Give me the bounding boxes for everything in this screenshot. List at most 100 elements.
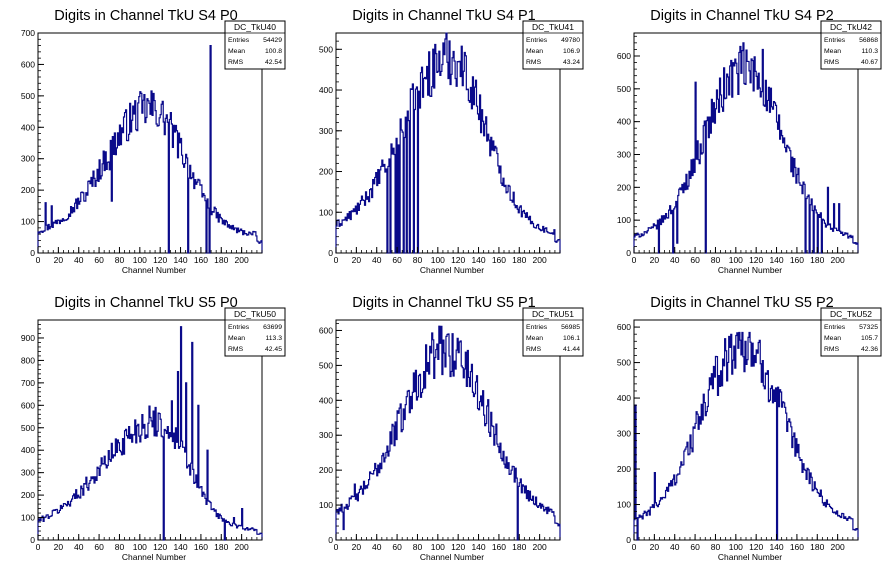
- y-tick-label: 200: [21, 185, 35, 195]
- histogram-panel-s5-p0: Digits in Channel TkU S5 P0 0 20 40 60 80 100 1…: [21, 295, 286, 562]
- stats-box: [522, 20, 584, 70]
- x-tick-label: 60: [392, 255, 402, 265]
- x-tick-label: 60: [690, 542, 700, 552]
- x-axis-label: Channel Number: [122, 552, 186, 562]
- stats-label: Entries: [228, 324, 250, 331]
- chart-title: Digits in Channel TkU S5 P1: [352, 295, 536, 311]
- x-tick-label: 120: [451, 542, 465, 552]
- stats-value: 56868: [859, 37, 878, 44]
- x-tick-label: 100: [133, 542, 147, 552]
- y-tick-label: 500: [617, 84, 631, 94]
- stats-name: DC_TkU52: [830, 309, 872, 319]
- stats-value: 106.9: [563, 48, 580, 55]
- y-tick-label: 300: [319, 430, 333, 440]
- histogram-series: [335, 325, 561, 541]
- stats-box: [224, 20, 286, 70]
- histogram-panel-s4-p2: Digits in Channel TkU S4 P2 0 20 40 60 80 100 1…: [617, 8, 882, 275]
- y-tick-label: 0: [328, 535, 333, 545]
- x-tick-label: 40: [74, 255, 84, 265]
- y-tick-label: 0: [626, 535, 631, 545]
- x-tick-label: 100: [431, 255, 445, 265]
- y-tick-label: 600: [319, 325, 333, 335]
- stats-label: RMS: [526, 346, 542, 353]
- chart-title: Digits in Channel TkU S4 P1: [352, 8, 536, 24]
- y-tick-label: 100: [319, 207, 333, 217]
- stats-label: Mean: [526, 335, 543, 342]
- y-tick-label: 300: [617, 149, 631, 159]
- x-tick-label: 120: [749, 255, 763, 265]
- y-tick-label: 0: [30, 248, 35, 258]
- stats-value: 42.36: [861, 346, 878, 353]
- y-tick-label: 300: [617, 429, 631, 439]
- stats-box: [224, 307, 286, 357]
- x-tick-label: 0: [334, 255, 339, 265]
- y-tick-label: 500: [319, 44, 333, 54]
- y-tick-label: 500: [21, 91, 35, 101]
- histogram-panel-s4-p0: Digits in Channel TkU S4 P0 0 20 40 60 80 100 1…: [21, 8, 286, 275]
- x-tick-label: 200: [235, 542, 249, 552]
- stats-box: [820, 20, 882, 70]
- histogram-panel-s5-p1: Digits in Channel TkU S5 P1 0 20 40 60 80 100 1…: [319, 295, 584, 562]
- y-tick-label: 600: [21, 400, 35, 410]
- x-tick-label: 180: [810, 255, 824, 265]
- x-tick-label: 20: [54, 255, 64, 265]
- y-tick-label: 700: [21, 378, 35, 388]
- stats-value: 42.45: [265, 346, 282, 353]
- x-tick-label: 120: [749, 542, 763, 552]
- histogram-series: [37, 44, 263, 254]
- y-tick-label: 400: [21, 122, 35, 132]
- histogram-panel-s5-p2: Digits in Channel TkU S5 P2 0 20 40 60 80 100 1…: [617, 295, 882, 562]
- histogram-series: [37, 326, 263, 541]
- y-tick-label: 0: [328, 248, 333, 258]
- x-tick-label: 20: [352, 542, 362, 552]
- x-tick-label: 60: [690, 255, 700, 265]
- y-tick-label: 300: [21, 468, 35, 478]
- stats-value: 105.7: [861, 335, 878, 342]
- x-tick-label: 200: [831, 255, 845, 265]
- x-tick-label: 140: [471, 255, 485, 265]
- x-tick-label: 20: [54, 542, 64, 552]
- x-tick-label: 40: [670, 542, 680, 552]
- stats-value: 43.24: [563, 59, 580, 66]
- x-tick-label: 80: [115, 542, 125, 552]
- x-tick-label: 160: [492, 255, 506, 265]
- x-tick-label: 100: [729, 255, 743, 265]
- x-tick-label: 160: [194, 542, 208, 552]
- x-tick-label: 40: [372, 255, 382, 265]
- x-tick-label: 180: [512, 255, 526, 265]
- x-tick-label: 80: [711, 542, 721, 552]
- stats-value: 49780: [561, 37, 580, 44]
- x-tick-label: 200: [533, 542, 547, 552]
- y-tick-label: 200: [617, 464, 631, 474]
- x-tick-label: 160: [790, 542, 804, 552]
- stats-name: DC_TkU50: [234, 309, 276, 319]
- x-tick-label: 20: [650, 542, 660, 552]
- y-tick-label: 100: [319, 500, 333, 510]
- stats-label: Mean: [228, 48, 245, 55]
- y-tick-label: 100: [21, 513, 35, 523]
- x-tick-label: 80: [711, 255, 721, 265]
- y-tick-label: 100: [617, 500, 631, 510]
- y-tick-label: 700: [21, 28, 35, 38]
- x-tick-label: 60: [94, 255, 104, 265]
- x-tick-label: 20: [650, 255, 660, 265]
- chart-title: Digits in Channel TkU S5 P0: [54, 295, 238, 311]
- stats-label: RMS: [228, 346, 244, 353]
- stats-value: 56985: [561, 324, 580, 331]
- y-tick-label: 900: [21, 333, 35, 343]
- y-tick-label: 500: [319, 360, 333, 370]
- y-tick-label: 200: [319, 465, 333, 475]
- y-tick-label: 500: [21, 423, 35, 433]
- y-tick-label: 500: [617, 358, 631, 368]
- stats-value: 110.3: [861, 48, 878, 55]
- y-tick-label: 200: [21, 490, 35, 500]
- x-tick-label: 120: [153, 542, 167, 552]
- x-axis-label: Channel Number: [420, 265, 484, 275]
- x-tick-label: 20: [352, 255, 362, 265]
- stats-name: DC_TkU40: [234, 22, 276, 32]
- y-tick-label: 0: [626, 248, 631, 258]
- y-tick-label: 300: [319, 126, 333, 136]
- x-tick-label: 60: [94, 542, 104, 552]
- y-tick-label: 600: [21, 59, 35, 69]
